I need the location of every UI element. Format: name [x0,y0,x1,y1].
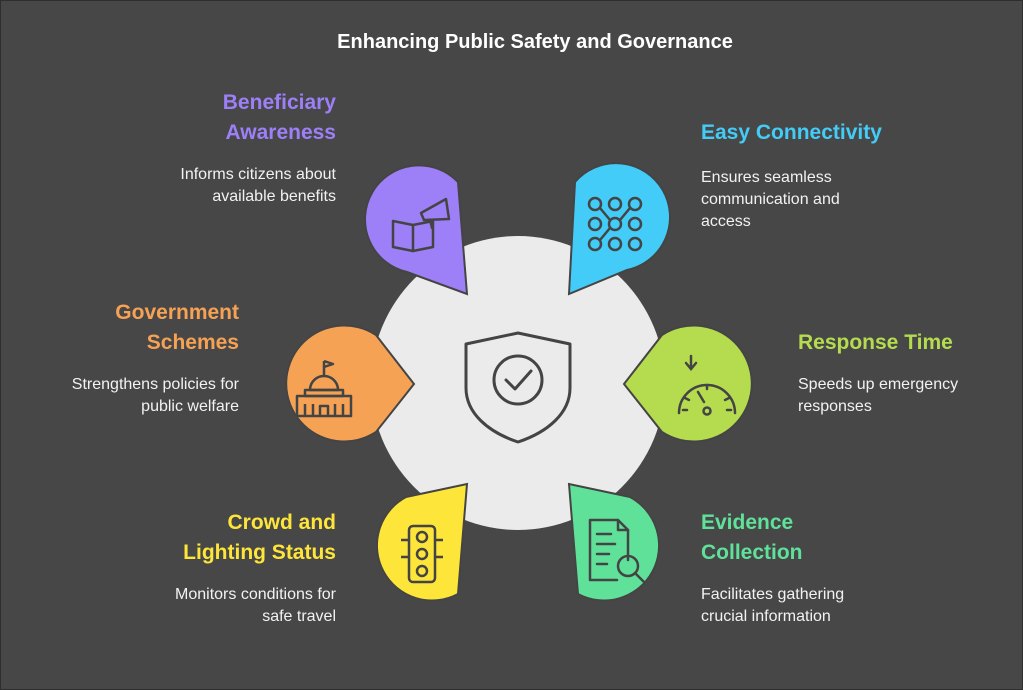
response-description: Speeds up emergency responses [798,374,1008,418]
response-pin [622,324,753,443]
government-building-icon [295,359,353,418]
speedometer-icon [677,354,737,416]
government-pin [285,324,416,443]
beneficiary-desc-line2: available benefits [212,188,336,205]
connectivity-title-line1: Easy Connectivity [701,121,882,144]
crowd-desc-line1: Monitors conditions for [175,586,336,603]
evidence-title: Evidence Collection [701,508,961,568]
government-description: Strengthens policies for public welfare [9,374,239,418]
evidence-description: Facilitates gathering crucial informatio… [701,584,961,628]
connectivity-desc-line2: communication and [701,191,840,208]
government-desc-line1: Strengthens policies for [71,376,239,393]
crowd-description: Monitors conditions for safe travel [80,584,336,628]
crowd-title-line2: Lighting Status [183,541,336,564]
response-desc-line1: Speeds up emergency [798,376,959,393]
beneficiary-title-line2: Awareness [225,121,336,144]
beneficiary-description: Informs citizens about available benefit… [80,164,336,208]
connectivity-desc-line3: access [701,213,751,230]
shield-check-icon [464,331,572,444]
evidence-desc-line2: crucial information [701,608,831,625]
response-title-line1: Response Time [798,331,953,354]
connectivity-description: Ensures seamless communication and acces… [701,167,981,233]
crowd-desc-line2: safe travel [262,608,336,625]
connectivity-desc-line1: Ensures seamless [701,169,832,186]
connectivity-title: Easy Connectivity [701,118,1001,148]
beneficiary-title-line1: Beneficiary [222,91,336,114]
book-megaphone-icon [391,197,451,253]
beneficiary-pin [364,164,469,296]
diagram-title: Enhancing Public Safety and Governance [337,31,733,53]
network-grid-icon [587,196,643,252]
evidence-pin [567,482,660,602]
government-title: Government Schemes [20,298,239,358]
beneficiary-desc-line1: Informs citizens about [180,166,336,183]
crowd-title: Crowd and Lighting Status [100,508,336,568]
government-title-line2: Schemes [146,331,239,354]
evidence-title-line2: Collection [701,541,803,564]
evidence-desc-line1: Facilitates gathering [701,586,845,603]
evidence-title-line1: Evidence [701,511,794,534]
response-desc-line2: responses [798,398,872,415]
center-hub [371,236,665,530]
document-search-icon [588,518,646,584]
government-title-line1: Government [115,301,239,324]
government-desc-line2: public welfare [141,398,239,415]
response-title: Response Time [798,328,1008,358]
traffic-light-icon [401,524,443,584]
beneficiary-title: Beneficiary Awareness [100,88,336,148]
crowd-title-line1: Crowd and [227,511,337,534]
